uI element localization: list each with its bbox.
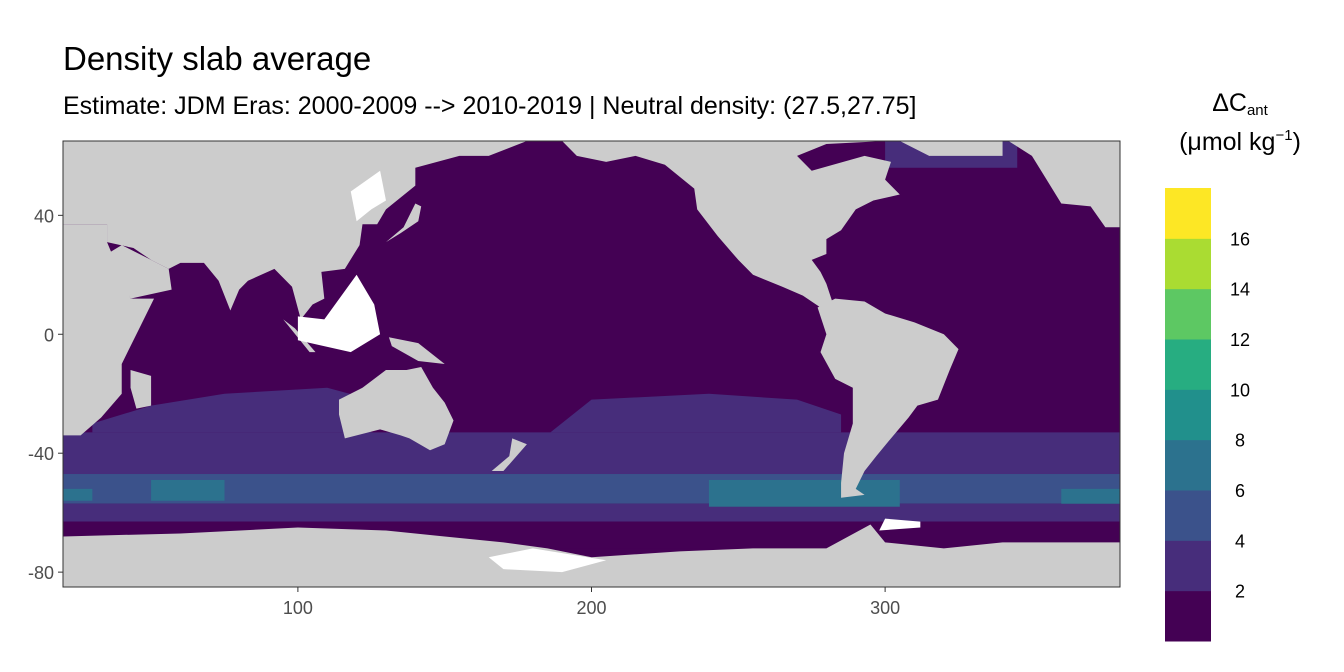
legend-break-label: 14 <box>1230 280 1250 300</box>
x-tick-label: 300 <box>870 598 900 618</box>
band-circumpolar <box>63 474 1120 504</box>
legend-title-quantity: ΔCant <box>1212 89 1268 119</box>
legend-break-label: 4 <box>1235 531 1245 551</box>
legend-break-label: 8 <box>1235 431 1245 451</box>
land-australia <box>338 366 454 451</box>
legend-swatch <box>1165 288 1211 340</box>
land-eurasia <box>63 141 527 320</box>
land-north-america <box>562 141 1003 311</box>
legend-swatch <box>1165 188 1211 239</box>
legend-swatch <box>1165 389 1211 441</box>
legend-break-label: 10 <box>1230 380 1250 400</box>
y-tick-label: -40 <box>28 444 54 464</box>
land-japan <box>385 203 422 243</box>
legend: 2 4 6 8 10 12 14 16 <box>1165 188 1250 642</box>
legend-break-label: 12 <box>1230 330 1250 350</box>
patch-acc-pacific <box>708 479 900 507</box>
y-tick-label: -80 <box>28 563 54 583</box>
x-tick-label: 200 <box>576 598 606 618</box>
legend-swatch <box>1165 439 1211 491</box>
land-south-america <box>817 298 959 498</box>
y-tick-label: 40 <box>34 206 54 226</box>
legend-swatch <box>1165 540 1211 592</box>
patch-acc-atlantic <box>1061 488 1120 504</box>
land-new-guinea <box>388 337 445 364</box>
band-south-acc <box>63 503 1120 522</box>
chart-subtitle: Estimate: JDM Eras: 2000-2009 --> 2010-2… <box>63 92 917 120</box>
map-panel <box>62 140 1121 588</box>
legend-break-label: 16 <box>1230 229 1250 249</box>
legend-break-label: 2 <box>1235 582 1245 602</box>
chart-title: Density slab average <box>63 40 372 77</box>
legend-swatch <box>1165 339 1211 390</box>
legend-swatch <box>1165 590 1211 642</box>
legend-title: ΔCant (μmol kg−1) <box>1150 84 1330 162</box>
void-ross-sea <box>488 548 607 573</box>
legend-title-unit: (μmol kg−1) <box>1179 126 1301 156</box>
patch-south-pacific <box>550 393 842 433</box>
void-indonesian-seas <box>297 274 381 353</box>
x-tick-label: 100 <box>283 598 313 618</box>
land-new-zealand <box>491 438 527 472</box>
patch-indian-south <box>92 387 372 433</box>
legend-break-label: 6 <box>1235 481 1245 501</box>
land-antarctica <box>63 524 1120 587</box>
map-fields <box>63 141 1120 587</box>
legend-swatch <box>1165 238 1211 290</box>
void-north-china <box>350 170 386 222</box>
patch-acc-indian <box>151 479 225 501</box>
land-greenland <box>929 141 1003 156</box>
land-madagascar <box>130 369 152 409</box>
land-arabia <box>107 245 172 299</box>
void-weddell-edge <box>879 518 921 531</box>
land-africa <box>63 224 155 436</box>
patch-acc-west <box>63 488 93 501</box>
land-europe <box>1008 141 1120 228</box>
band-subtropical <box>63 432 1120 475</box>
y-tick-label: 0 <box>44 325 54 345</box>
legend-swatch <box>1165 490 1211 541</box>
